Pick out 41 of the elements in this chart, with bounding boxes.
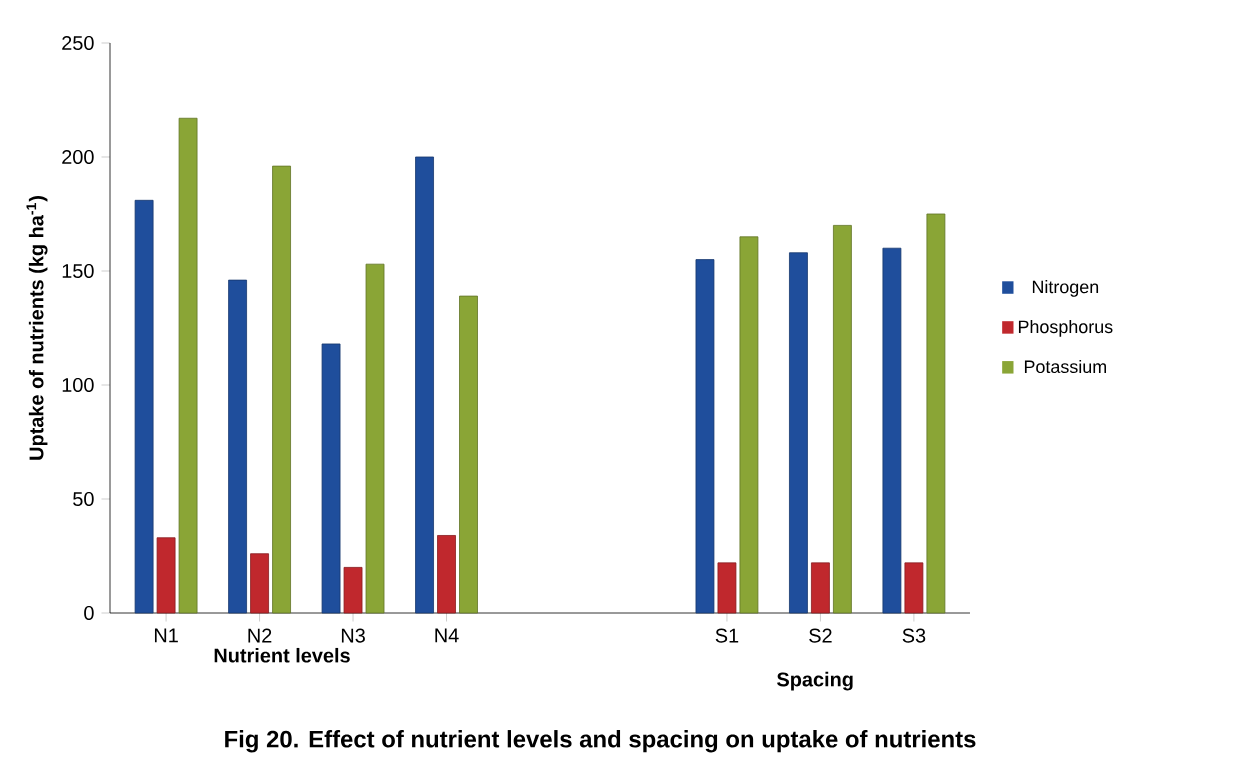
bar — [250, 553, 269, 614]
bar — [789, 252, 808, 614]
x-tick-label: N3 — [341, 628, 365, 643]
bar — [811, 562, 830, 614]
y-tick-label: 50 — [73, 491, 94, 507]
bar — [717, 562, 737, 614]
legend-label: Potassium — [1024, 359, 1106, 374]
x-tick-label: N2 — [248, 628, 272, 643]
bar — [272, 165, 291, 614]
bar — [415, 156, 434, 614]
x-tick-label: S2 — [809, 628, 832, 643]
bar — [459, 295, 478, 614]
legend-label: Nitrogen — [1032, 280, 1099, 297]
y-tick-label: 250 — [62, 35, 94, 51]
bar — [365, 263, 385, 614]
x-tick-label: S3 — [902, 628, 926, 643]
caption: Fig 20. Effect of nutrient levels and spacing on uptake of nutrients — [225, 730, 976, 753]
bar — [343, 567, 363, 614]
bar — [156, 537, 176, 614]
bar — [695, 259, 715, 614]
legend-label: Phosphorus — [1018, 320, 1113, 337]
bar — [882, 247, 902, 614]
x-tick-label: N4 — [435, 628, 459, 643]
bar — [178, 117, 198, 614]
bar — [134, 199, 154, 614]
y-tick-label: 0 — [84, 605, 94, 621]
bar — [739, 236, 759, 614]
x-tick-label: N1 — [154, 628, 178, 643]
bar — [437, 535, 456, 614]
bar — [926, 213, 946, 614]
x-axis-title: Nutrient levels — [214, 647, 350, 663]
bar — [321, 343, 341, 614]
bar — [833, 225, 852, 614]
bar — [904, 562, 924, 614]
y-tick-label: 200 — [62, 149, 94, 165]
y-tick-label: 150 — [62, 263, 94, 279]
y-tick-label: 100 — [62, 377, 94, 393]
text: Spacing — [777, 671, 853, 691]
bar — [228, 279, 247, 614]
y-axis-title: Uptake of nutrients (kg ha$^{-1}$) — [26, 196, 48, 460]
x-tick-label: S1 — [715, 628, 739, 643]
